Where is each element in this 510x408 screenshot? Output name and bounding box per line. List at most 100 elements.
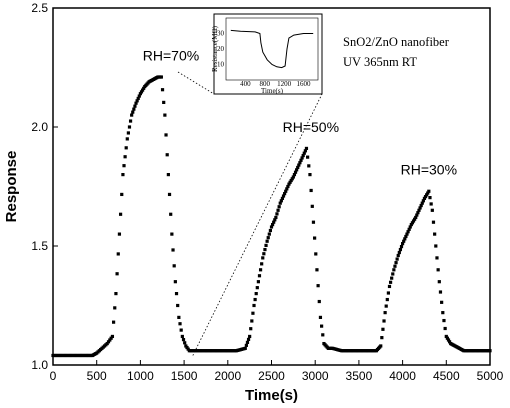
data-point	[173, 280, 177, 284]
data-point	[178, 322, 182, 326]
data-point	[287, 182, 291, 186]
data-point	[136, 96, 140, 101]
data-point	[140, 88, 145, 92]
data-point	[382, 319, 386, 323]
humidity-annotation: RH=70%	[143, 47, 199, 63]
ticks: 0 500 1000 1500 2000 2500 3000 3500 4000 4500 5000…	[31, 1, 503, 383]
data-point	[423, 195, 428, 199]
data-point	[286, 184, 290, 189]
data-point	[388, 280, 393, 284]
x-tick-label: 0	[50, 369, 57, 383]
data-point	[442, 318, 446, 323]
data-point	[164, 133, 168, 137]
data-point	[425, 193, 429, 197]
data-point	[252, 303, 256, 308]
data-point	[124, 146, 128, 150]
data-point	[283, 192, 287, 196]
data-point	[383, 311, 387, 315]
data-point	[406, 230, 410, 234]
data-point	[117, 232, 122, 236]
data-point	[303, 149, 307, 153]
data-point	[309, 188, 313, 193]
data-point	[243, 346, 247, 350]
inset-y-tick-label: 20	[217, 45, 225, 53]
data-point	[180, 334, 184, 339]
data-point	[267, 232, 271, 236]
data-point	[139, 90, 144, 94]
humidity-annotation: RH=50%	[283, 119, 339, 135]
data-point	[431, 220, 436, 224]
data-point	[126, 131, 130, 135]
x-tick-label: 4000	[389, 369, 416, 383]
data-point	[297, 163, 301, 167]
inset-y-tick-label: 30	[217, 30, 225, 38]
data-point	[416, 211, 420, 215]
data-point	[176, 303, 180, 308]
data-point	[428, 196, 432, 200]
data-point	[142, 86, 146, 90]
inset-y-tick-label: 10	[217, 61, 225, 69]
data-point	[249, 327, 253, 331]
data-point	[403, 237, 407, 241]
data-point	[314, 252, 318, 256]
data-point	[274, 215, 278, 220]
data-point	[321, 333, 325, 337]
data-point	[255, 286, 259, 290]
data-point	[295, 168, 299, 172]
legend-line-1: SnO2/ZnO nanofiber	[343, 35, 450, 49]
data-point	[419, 203, 423, 208]
data-point	[278, 201, 282, 205]
data-point	[110, 334, 115, 339]
data-point	[170, 232, 174, 236]
data-point	[277, 205, 281, 209]
data-point	[316, 284, 320, 288]
y-tick-label: 1.5	[31, 239, 48, 253]
data-point	[120, 192, 124, 197]
data-point	[384, 304, 388, 308]
data-point	[105, 341, 109, 346]
data-point	[111, 320, 116, 324]
data-point	[387, 284, 392, 289]
annotations: RH=70% RH=50% RH=30%	[143, 47, 457, 177]
x-tick-label: 1500	[171, 369, 198, 383]
data-point	[125, 137, 129, 141]
data-point	[269, 225, 274, 229]
data-point	[167, 192, 172, 197]
data-point	[427, 189, 431, 193]
data-point	[179, 328, 183, 332]
data-point	[386, 291, 390, 295]
data-point	[137, 94, 141, 98]
data-point	[385, 297, 389, 302]
data-point	[318, 315, 323, 319]
data-point	[306, 155, 310, 159]
y-tick-label: 2.5	[31, 1, 48, 15]
data-point	[128, 119, 133, 123]
data-point	[415, 213, 419, 217]
data-point	[122, 164, 126, 168]
data-point	[315, 268, 319, 272]
data-point	[160, 88, 165, 92]
data-point	[298, 161, 302, 165]
data-point	[123, 155, 127, 159]
data-point	[162, 100, 166, 105]
data-point	[116, 252, 120, 256]
data-point	[407, 227, 411, 231]
data-point	[113, 306, 117, 310]
data-point	[256, 280, 260, 284]
inset-x-tick-label: 400	[240, 80, 251, 88]
data-point	[281, 194, 286, 198]
data-point	[244, 343, 248, 347]
inset-y-axis-title: Resistance(MΩ)	[211, 25, 219, 72]
data-point	[396, 253, 400, 258]
data-point	[401, 242, 405, 246]
data-point	[434, 244, 438, 248]
data-point	[289, 178, 293, 183]
data-point	[447, 340, 452, 344]
data-point	[268, 228, 273, 233]
data-point	[440, 300, 444, 304]
data-point	[418, 206, 422, 210]
x-tick-label: 1000	[127, 369, 154, 383]
data-point	[433, 232, 437, 236]
data-point	[445, 336, 449, 340]
data-point	[166, 173, 170, 177]
